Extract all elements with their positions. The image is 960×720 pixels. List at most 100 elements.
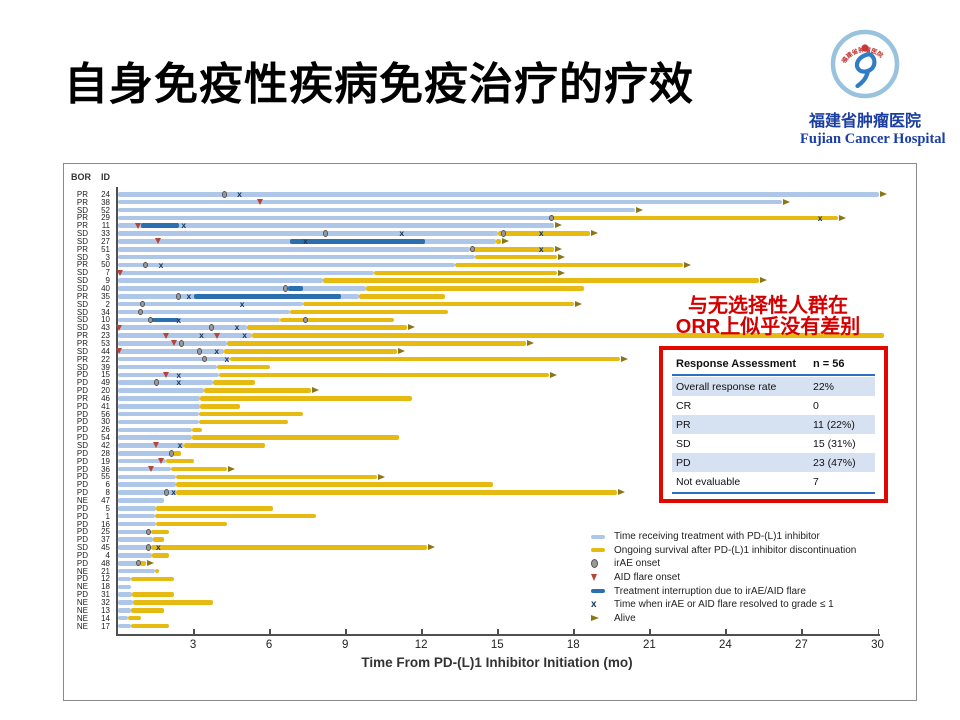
row-bor-label: PR [76,393,88,403]
row-id-label: 56 [101,409,110,419]
resolved-to-grade1-icon: x [176,377,182,388]
treatment-bar [118,199,783,205]
survival-bar [200,403,240,409]
resolved-to-grade1-icon: x [224,353,230,364]
survival-bar [229,356,620,362]
alive-arrow-icon [311,387,319,394]
row-id-label: 3 [105,252,110,262]
aid-flare-onset-icon [152,442,159,449]
table-cell-value: 23 (47%) [813,456,856,469]
irae-onset-icon [500,230,506,237]
survival-bar [172,451,182,456]
treatment-bar [118,301,304,307]
survival-bar [183,443,266,448]
treatment-bar [118,388,205,393]
legend-item: x Time when irAE or AID flare resolved to… [591,598,856,612]
legend-item: Time receiving treatment with PD-(L)1 in… [591,530,856,544]
survival-bar [191,435,400,440]
row-bor-label: PR [76,197,88,207]
row-bor-label: PD [76,480,88,490]
irae-onset-icon [139,300,145,308]
arrow-legend-icon [591,615,608,622]
treatment-bar [118,192,879,197]
row-bor-label: PD [76,590,88,600]
irae-onset-icon [178,340,184,347]
row-id-label: 47 [101,495,110,505]
irae-onset-icon [548,214,554,222]
row-bor-label: PD [76,370,88,380]
survival-bar [470,246,554,252]
treatment-bar [118,615,129,621]
treatment-bar [118,325,248,331]
alive-arrow-icon [636,206,644,213]
aid-flare-onset-icon [170,340,177,347]
resolved-to-grade1-icon: x [158,259,164,270]
table-cell-label: PD [676,456,691,469]
survival-bar [323,278,760,283]
row-id-label: 55 [101,472,110,482]
row-bor-label: PD [76,519,88,529]
irae-onset-icon [163,489,169,496]
table-cell-value: 7 [813,475,819,488]
irae-onset-icon [201,355,207,363]
alive-arrow-icon [684,261,692,268]
row-id-label: 8 [105,488,110,498]
table-cell-label: CR [676,399,692,412]
row-id-label: 45 [101,543,110,553]
treatment-bar [118,451,173,456]
aid-flare-onset-icon [157,458,164,465]
treatment-bar [118,584,131,590]
row-bor-label: PD [76,409,88,419]
treatment-bar [118,278,324,283]
row-bor-label: PR [76,331,88,341]
triangle-legend-icon [591,574,608,582]
irae-onset-icon [282,285,288,292]
table-row: CR 0 [672,396,875,415]
survival-bar [128,615,141,621]
survival-bar [204,388,311,393]
row-id-label: 46 [101,393,110,403]
alive-arrow-icon [228,465,235,472]
treatment-bar [118,529,151,535]
survival-bar [303,301,575,307]
table-header-label: Response Assessment [676,358,797,370]
aid-flare-onset-icon [155,238,162,245]
x-axis-tick [497,629,499,634]
resolved-to-grade1-icon: x [176,314,182,325]
row-id-label: 16 [101,519,110,529]
resolved-to-grade1-icon: x [177,440,183,451]
annotation-line2: ORR上似乎没有差别 [675,316,861,338]
row-id-label: 51 [101,244,110,254]
circle-legend-icon [591,559,608,569]
survival-bar [366,286,585,291]
hospital-logo: 福建省肿瘤医院 福建省肿瘤医院 Fujian Cancer Hospital [800,28,946,148]
irae-onset-icon [143,261,149,269]
treatment-bar [118,545,151,550]
table-rule-top [672,374,875,376]
row-bor-label: SD [76,315,88,325]
treatment-bar [118,207,636,213]
survival-bar [374,270,557,276]
survival-bar [280,317,395,323]
alive-arrow-icon [618,489,626,496]
row-id-label: 36 [101,464,110,474]
row-bor-label: PD [76,574,88,584]
alive-arrow-icon [555,222,563,229]
row-id-label: 15 [101,370,110,380]
survival-bar [154,513,316,519]
x-axis-tick [421,629,423,634]
irae-onset-icon [135,559,141,567]
legend: Time receiving treatment with PD-(L)1 in… [591,530,856,625]
row-id-label: 40 [101,284,110,293]
arrow-icon [591,615,599,622]
aid-flare-onset-icon [116,324,123,331]
alive-arrow-icon [407,324,415,331]
treatment-interruption-bar [150,317,179,323]
survival-bar [131,592,174,597]
row-id-label: 14 [101,613,110,623]
treatment-bar [118,458,167,464]
legend-label: Ongoing survival after PD-(L)1 inhibitor… [614,544,857,556]
table-cell-value: 0 [813,399,819,412]
aid-flare-onset-icon [162,371,169,378]
row-id-label: 32 [101,598,110,607]
